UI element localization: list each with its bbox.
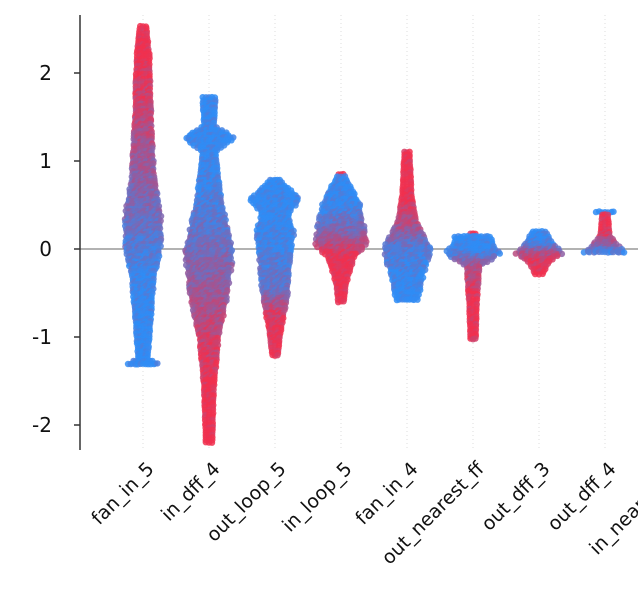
y-tick-label: 0 bbox=[39, 237, 52, 261]
dot bbox=[208, 439, 216, 446]
dot bbox=[274, 352, 281, 359]
feature-swarm-out_dff_4 bbox=[580, 208, 628, 256]
feature-swarm-in_dff_4 bbox=[182, 93, 237, 446]
x-tick-label: in_loop_5 bbox=[278, 458, 356, 536]
dot bbox=[620, 249, 628, 256]
dot bbox=[496, 250, 503, 257]
y-tick-label: 2 bbox=[39, 61, 52, 85]
feature-swarm-fan_in_4 bbox=[381, 148, 434, 304]
dot bbox=[610, 208, 617, 215]
y-ticks: 2 1 0 -1 -2 bbox=[32, 61, 80, 437]
feature-swarm-in_loop_5 bbox=[312, 170, 370, 306]
feature-swarm-fan_in_5 bbox=[121, 22, 165, 368]
x-tick-label: in_dff_4 bbox=[157, 458, 225, 526]
dot bbox=[414, 296, 421, 303]
dot bbox=[340, 298, 347, 305]
dot bbox=[154, 360, 161, 367]
dot bbox=[472, 335, 479, 342]
feature-swarm-out_nearest_ff bbox=[443, 230, 503, 343]
y-tick-label: 1 bbox=[39, 149, 52, 173]
feature-swarm-out_dff_3 bbox=[512, 228, 566, 278]
y-tick-label: -1 bbox=[32, 325, 52, 349]
x-labels: fan_in_5in_dff_4out_loop_5in_loop_5fan_i… bbox=[87, 457, 638, 569]
dot bbox=[539, 270, 546, 278]
dots-layer bbox=[121, 22, 628, 446]
x-tick-label: out_dff_3 bbox=[477, 458, 554, 535]
x-tick-label: fan_in_5 bbox=[87, 458, 158, 529]
feature-swarm-out_loop_5 bbox=[247, 176, 301, 359]
y-tick-label: -2 bbox=[32, 413, 52, 437]
